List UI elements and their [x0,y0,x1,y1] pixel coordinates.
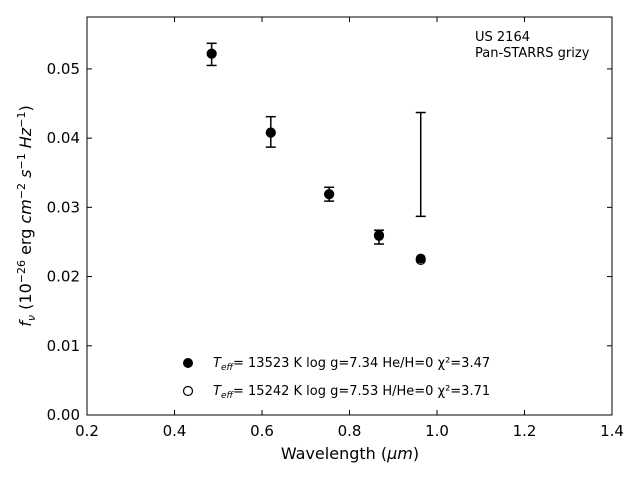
x-axis-label: Wavelength (μm) [281,444,419,463]
data-point-filled [373,230,384,241]
x-tick-label: 1.0 [425,422,449,440]
x-tick-label: 0.6 [250,422,274,440]
data-point-filled [324,189,335,200]
y-axis-label: fν (10−26 erg cm−2 s−1 Hz−1) [15,105,38,326]
y-tick-label: 0.00 [47,406,80,424]
series-open [206,48,426,266]
error-bars [206,42,426,245]
x-tick-label: 0.8 [338,422,362,440]
error-bar [415,111,426,218]
legend-marker-filled [183,358,193,368]
series-filled [206,48,426,264]
legend-marker-open [182,385,194,397]
legend: Teff= 13523 K log g=7.34 He/H=0 χ²=3.47 … [182,356,490,401]
annotation-object: US 2164 [475,30,530,45]
data-point-filled [415,253,426,264]
y-tick-label: 0.01 [47,337,80,355]
x-tick-label: 0.4 [163,422,187,440]
y-tick-label: 0.05 [47,60,80,78]
legend-label-filled: Teff= 13523 K log g=7.34 He/H=0 χ²=3.47 [213,356,490,373]
legend-label-open: Teff= 15242 K log g=7.53 H/He=0 χ²=3.71 [213,384,490,401]
x-axis: 0.2 0.4 0.6 0.8 1.0 1.2 1.4 [75,17,624,440]
y-tick-label: 0.02 [47,268,80,286]
data-point-filled [206,48,217,59]
y-axis: 0.00 0.01 0.02 0.03 0.04 0.05 [47,60,612,424]
x-tick-label: 1.4 [600,422,624,440]
annotation-survey: Pan-STARRS grizy [475,46,590,61]
y-tick-label: 0.04 [47,129,80,147]
x-tick-label: 0.2 [75,422,99,440]
y-tick-label: 0.03 [47,198,80,216]
x-tick-label: 1.2 [513,422,537,440]
data-point-filled [265,127,276,138]
